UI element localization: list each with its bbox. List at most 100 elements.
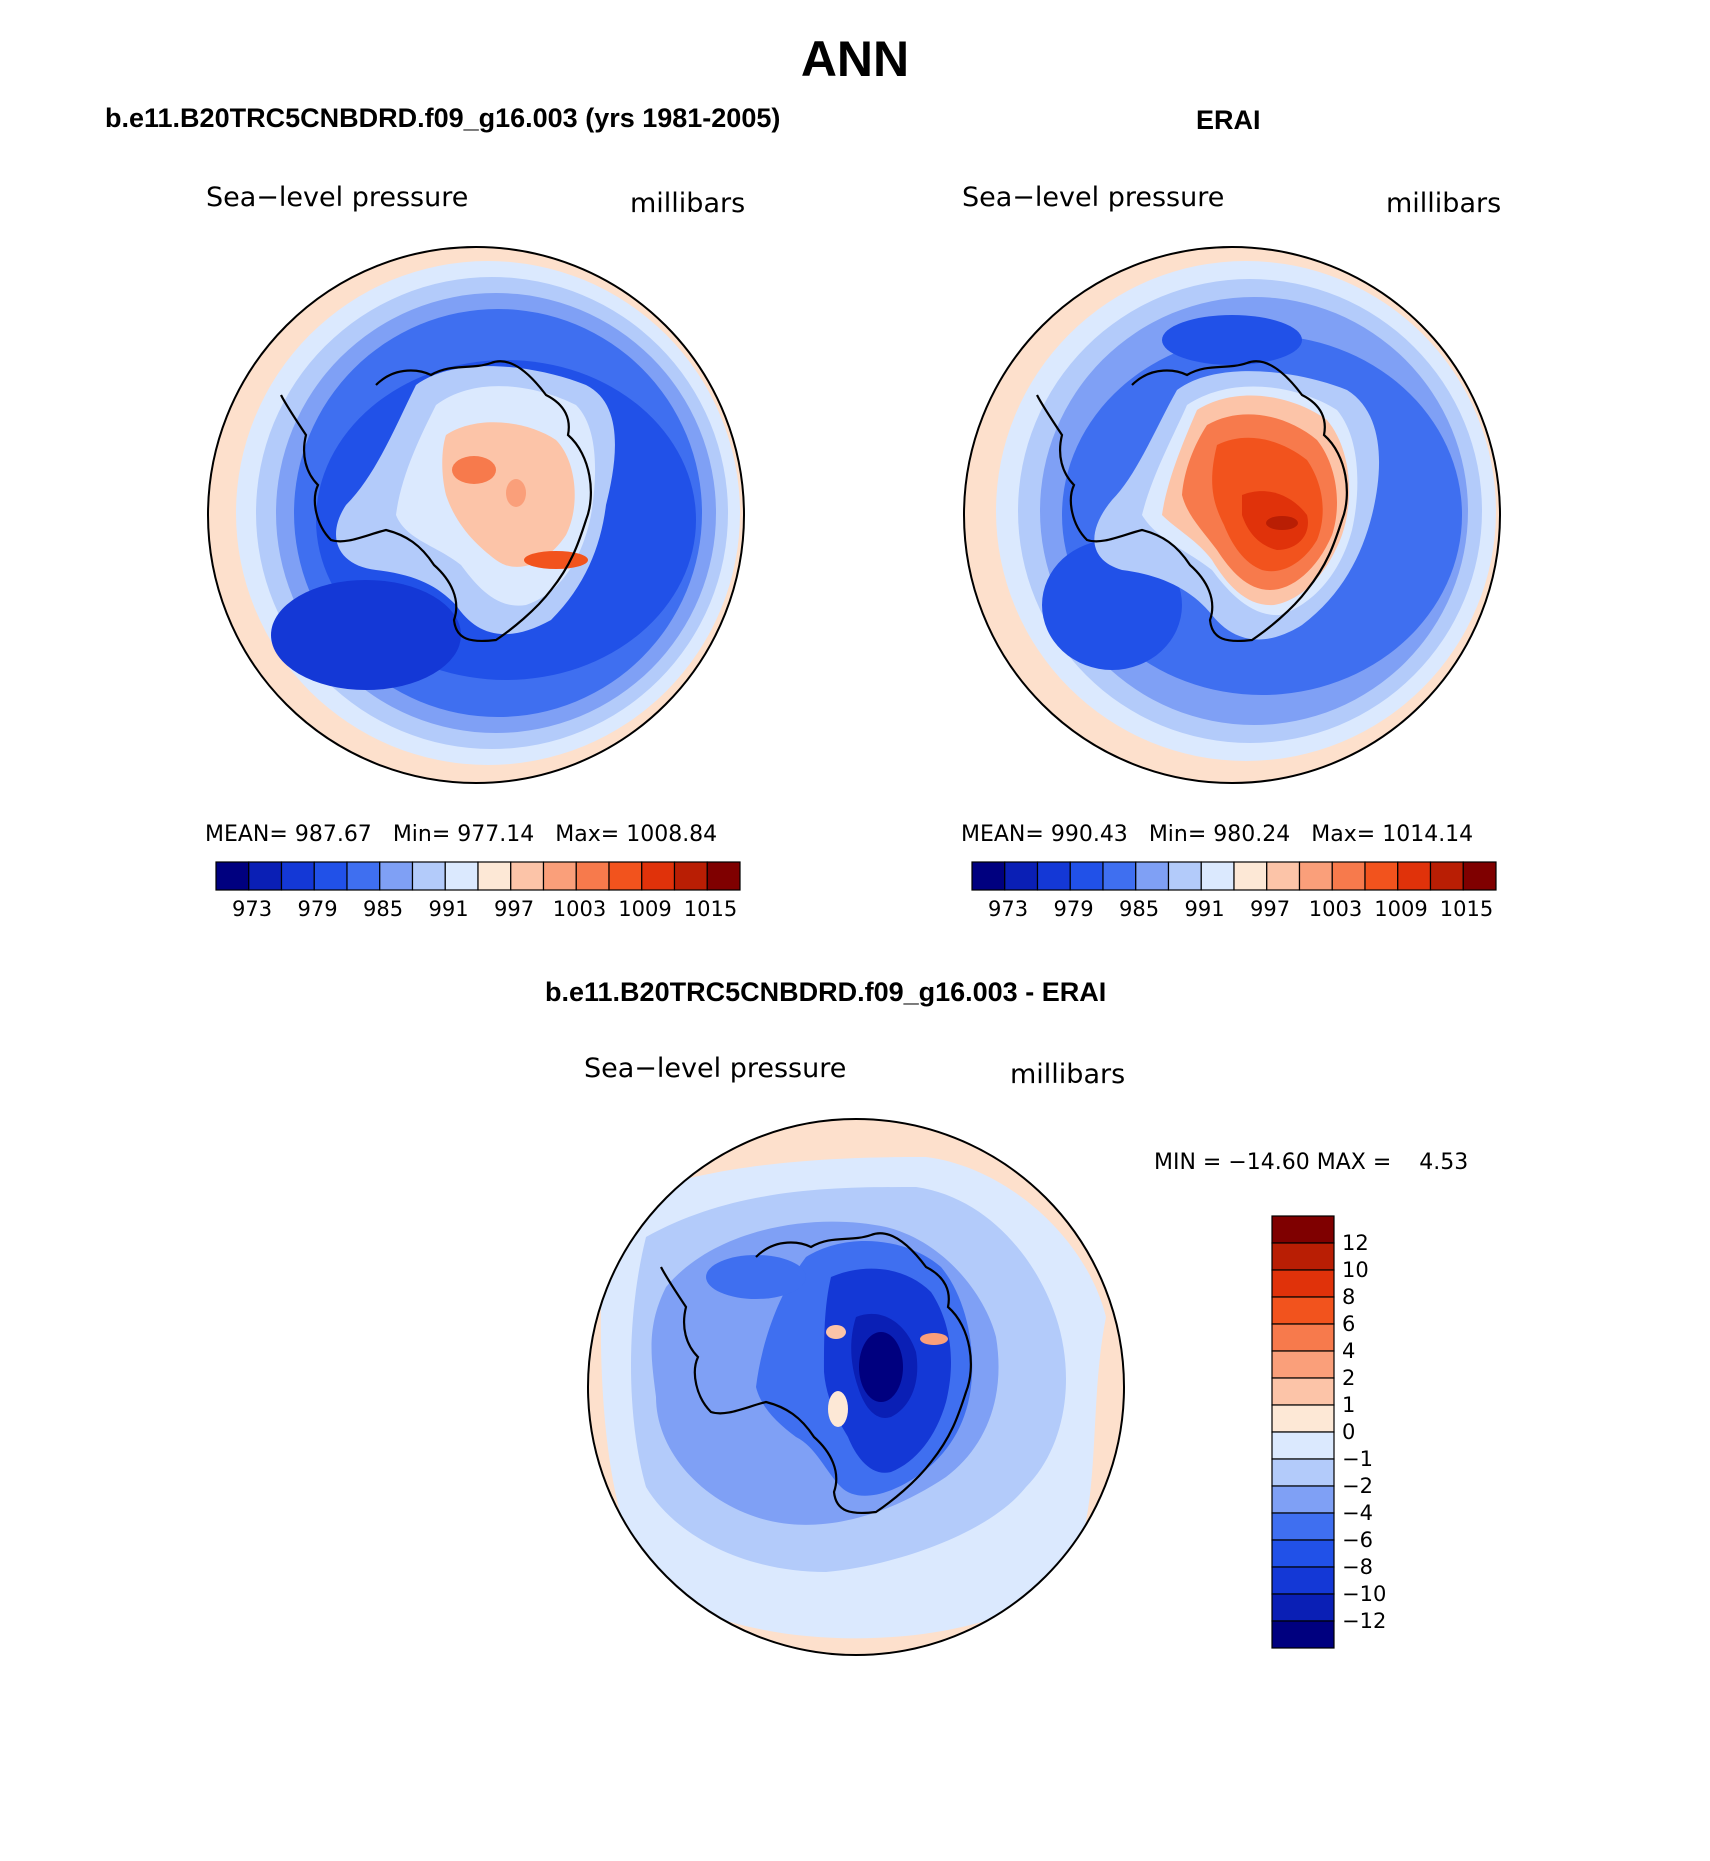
model-colorbar-tick-label: 1003	[552, 897, 607, 921]
model-colorbar-box	[215, 861, 250, 891]
diff-colorbar-box	[1271, 1566, 1335, 1595]
model-colorbar-ticks: 973 979 985 991 997 1003 1009 1015	[216, 897, 740, 925]
obs-panel-title: ERAI	[1196, 105, 1261, 135]
diff-low-patch	[706, 1255, 806, 1299]
diff-colorbar-box	[1271, 1215, 1335, 1244]
diff-colorbar-box	[1271, 1512, 1335, 1541]
obs-colorbar-box	[1036, 861, 1071, 891]
diff-colorbar-box	[1271, 1377, 1335, 1406]
model-coastline	[280, 360, 592, 643]
obs-units-label: millibars	[1386, 188, 1502, 219]
diff-colorbar-box	[1271, 1593, 1335, 1622]
figure-title: ANN	[800, 31, 910, 87]
obs-colorbar-box	[1200, 861, 1235, 891]
diff-colorbar-tick-label: 10	[1342, 1258, 1369, 1282]
model-colorbar-box	[280, 861, 315, 891]
model-colorbar-tick-label: 973	[231, 897, 273, 921]
diff-pos-anomaly-1	[828, 1391, 848, 1427]
diff-colorbar-box	[1271, 1431, 1335, 1460]
model-max-value: 1008.84	[626, 822, 718, 847]
diff-colorbar	[1271, 1215, 1335, 1649]
model-high-2	[524, 551, 588, 569]
model-max-label: Max=	[555, 822, 620, 847]
obs-coastline	[1036, 360, 1348, 643]
model-colorbar-box	[411, 861, 446, 891]
diff-colorbar-box	[1271, 1323, 1335, 1352]
obs-colorbar-tick-label: 1015	[1439, 897, 1494, 921]
diff-colorbar-box	[1271, 1350, 1335, 1379]
diff-colorbar-tick-label: 4	[1342, 1339, 1356, 1363]
model-colorbar-box	[346, 861, 381, 891]
obs-colorbar-tick-label: 991	[1184, 897, 1225, 921]
diff-colorbar-tick-label: −8	[1342, 1555, 1373, 1579]
model-colorbar-tick-label: 1015	[683, 897, 738, 921]
diff-colorbar-tick-label: −2	[1342, 1474, 1373, 1498]
model-colorbar-box	[248, 861, 283, 891]
obs-colorbar-box	[1135, 861, 1170, 891]
diff-colorbar-box	[1271, 1458, 1335, 1487]
obs-colorbar-tick-label: 979	[1053, 897, 1094, 921]
diff-colorbar-tick-label: −1	[1342, 1447, 1373, 1471]
model-high-3	[506, 479, 526, 507]
obs-colorbar-tick-label: 985	[1118, 897, 1160, 921]
diff-variable-label: Sea−level pressure	[584, 1053, 847, 1084]
obs-colorbar-box	[1233, 861, 1268, 891]
diff-core-min	[859, 1332, 903, 1402]
model-colorbar-box	[313, 861, 348, 891]
diff-colorbar-tick-label: 2	[1342, 1366, 1356, 1390]
model-colorbar-box	[706, 861, 741, 891]
model-deep-low	[271, 580, 461, 690]
model-units-label: millibars	[630, 188, 746, 219]
obs-colorbar-box	[1364, 861, 1399, 891]
diff-colorbar-box	[1271, 1404, 1335, 1433]
model-polar-map	[207, 246, 745, 784]
model-stats: MEAN= 987.67 Min= 977.14 Max= 1008.84	[205, 822, 717, 847]
model-colorbar-box	[510, 861, 545, 891]
model-colorbar-box	[542, 861, 577, 891]
obs-colorbar-tick-label: 973	[987, 897, 1029, 921]
model-panel-title: b.e11.B20TRC5CNBDRD.f09_g16.003 (yrs 198…	[105, 103, 781, 133]
model-colorbar-tick-label: 991	[428, 897, 469, 921]
obs-colorbar-box	[1167, 861, 1202, 891]
obs-stats: MEAN= 990.43 Min= 980.24 Max= 1014.14	[961, 822, 1473, 847]
obs-colorbar-ticks: 973 979 985 991 997 1003 1009 1015	[972, 897, 1496, 925]
obs-colorbar-box	[971, 861, 1006, 891]
obs-max-label: Max=	[1311, 822, 1376, 847]
obs-high-core	[1266, 516, 1298, 530]
model-colorbar-box	[477, 861, 512, 891]
diff-colorbar-tick-label: −12	[1342, 1609, 1387, 1633]
model-colorbar-box	[673, 861, 708, 891]
diff-colorbar-tick-label: 12	[1342, 1231, 1369, 1255]
model-min-label: Min=	[392, 822, 451, 847]
diff-colorbar-box	[1271, 1539, 1335, 1568]
obs-colorbar-box	[1004, 861, 1039, 891]
diff-colorbar-tick-label: 8	[1342, 1285, 1356, 1309]
obs-colorbar-box	[1462, 861, 1497, 891]
diff-minmax-text: MIN = −14.60 MAX = 4.53	[1154, 1150, 1469, 1175]
diff-colorbar-tick-label: −4	[1342, 1501, 1373, 1525]
obs-mean-label: MEAN=	[961, 822, 1044, 847]
model-colorbar-box	[575, 861, 610, 891]
obs-colorbar-box	[1397, 861, 1432, 891]
model-colorbar-tick-label: 979	[297, 897, 338, 921]
diff-colorbar-box	[1271, 1620, 1335, 1649]
model-colorbar-tick-label: 1009	[618, 897, 672, 921]
obs-mean-value: 990.43	[1050, 822, 1128, 847]
obs-colorbar-box	[1298, 861, 1333, 891]
obs-min-value: 980.24	[1213, 822, 1291, 847]
obs-colorbar-box	[1266, 861, 1301, 891]
obs-max-value: 1014.14	[1382, 822, 1474, 847]
obs-colorbar-box	[1069, 861, 1104, 891]
model-min-value: 977.14	[457, 822, 535, 847]
model-variable-label: Sea−level pressure	[206, 182, 469, 213]
diff-colorbar-box	[1271, 1296, 1335, 1325]
obs-colorbar-tick-label: 997	[1249, 897, 1291, 921]
diff-colorbar-box	[1271, 1485, 1335, 1514]
model-colorbar-box	[379, 861, 414, 891]
diff-colorbar-tick-label: 1	[1342, 1393, 1356, 1417]
obs-colorbar-box	[1102, 861, 1137, 891]
diff-coastline	[660, 1232, 972, 1515]
diff-colorbar-ticks: 12 10 8 6 4 2 1 0 −1 −2 −4 −6 −8 −10 −12	[1342, 1216, 1402, 1648]
model-high-1	[452, 456, 496, 484]
diff-pos-anomaly-3	[826, 1325, 846, 1339]
